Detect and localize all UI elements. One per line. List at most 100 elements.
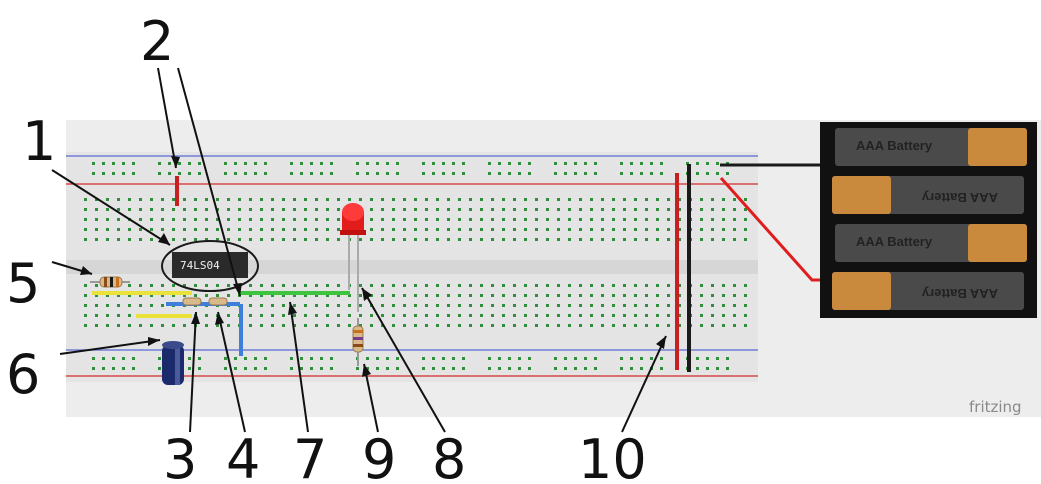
breadboard-hole (656, 238, 659, 241)
breadboard-hole (557, 324, 560, 327)
breadboard-hole (366, 172, 369, 175)
breadboard-hole (227, 294, 230, 297)
breadboard-hole (469, 238, 472, 241)
breadboard-hole (392, 314, 395, 317)
callout-8: 8 (432, 428, 466, 484)
breadboard-hole (117, 238, 120, 241)
breadboard-hole (244, 357, 247, 360)
breadboard-hole (106, 324, 109, 327)
breadboard-hole (315, 304, 318, 307)
breadboard-hole (370, 228, 373, 231)
breadboard-hole (381, 218, 384, 221)
breadboard-hole (645, 314, 648, 317)
arrow-6 (59, 339, 161, 355)
breadboard-hole (234, 172, 237, 175)
breadboard-hole (403, 228, 406, 231)
breadboard-hole (161, 324, 164, 327)
breadboard-hole (315, 294, 318, 297)
breadboard-hole (128, 208, 131, 211)
breadboard-hole (112, 172, 115, 175)
breadboard-hole (744, 228, 747, 231)
breadboard-hole (568, 304, 571, 307)
breadboard-hole (320, 367, 323, 370)
breadboard-hole (139, 208, 142, 211)
breadboard-hole (634, 218, 637, 221)
breadboard-hole (524, 284, 527, 287)
breadboard-hole (95, 304, 98, 307)
breadboard-hole (234, 357, 237, 360)
breadboard-hole (590, 198, 593, 201)
breadboard-hole (601, 228, 604, 231)
breadboard-hole (524, 304, 527, 307)
breadboard-hole (502, 304, 505, 307)
breadboard-hole (282, 304, 285, 307)
breadboard-hole (634, 324, 637, 327)
breadboard-hole (293, 208, 296, 211)
breadboard-hole (579, 208, 582, 211)
breadboard-hole (337, 314, 340, 317)
breadboard-hole (469, 304, 472, 307)
breadboard-hole (102, 357, 105, 360)
breadboard-hole (590, 304, 593, 307)
breadboard-hole (498, 162, 501, 165)
breadboard-hole (667, 238, 670, 241)
breadboard-hole (601, 294, 604, 297)
breadboard-hole (568, 314, 571, 317)
breadboard-hole (359, 324, 362, 327)
breadboard-hole (403, 208, 406, 211)
breadboard-hole (403, 284, 406, 287)
breadboard-hole (348, 314, 351, 317)
breadboard-hole (436, 284, 439, 287)
breadboard-hole (381, 314, 384, 317)
breadboard-hole (271, 304, 274, 307)
breadboard-hole (612, 314, 615, 317)
breadboard-hole (452, 172, 455, 175)
breadboard-hole (84, 238, 87, 241)
breadboard-hole (442, 357, 445, 360)
arrow-1 (51, 169, 171, 246)
breadboard-hole (304, 304, 307, 307)
breadboard-hole (535, 198, 538, 201)
breadboard-hole (249, 228, 252, 231)
breadboard-hole (700, 324, 703, 327)
battery-holder: AAA Battery AAA Battery AAA Battery AAA … (820, 122, 1037, 318)
breadboard-hole (480, 284, 483, 287)
breadboard-hole (535, 284, 538, 287)
breadboard-hole (557, 284, 560, 287)
breadboard-hole (403, 304, 406, 307)
breadboard-hole (630, 172, 633, 175)
breadboard-hole (139, 198, 142, 201)
breadboard-hole (224, 172, 227, 175)
breadboard-hole (122, 357, 125, 360)
breadboard-hole (524, 228, 527, 231)
breadboard-hole (524, 218, 527, 221)
callout-2: 2 (140, 10, 174, 73)
breadboard-hole (370, 218, 373, 221)
breadboard-hole (106, 304, 109, 307)
breadboard-hole (722, 238, 725, 241)
breadboard-hole (392, 218, 395, 221)
breadboard-hole (667, 294, 670, 297)
breadboard-hole (590, 228, 593, 231)
breadboard-hole (392, 198, 395, 201)
breadboard-hole (188, 357, 191, 360)
breadboard-hole (370, 324, 373, 327)
breadboard-hole (260, 284, 263, 287)
breadboard-hole (568, 284, 571, 287)
breadboard-hole (337, 198, 340, 201)
breadboard-hole (315, 228, 318, 231)
breadboard-hole (623, 228, 626, 231)
breadboard-hole (623, 238, 626, 241)
breadboard-hole (518, 172, 521, 175)
breadboard-hole (667, 284, 670, 287)
breadboard-hole (579, 324, 582, 327)
breadboard-hole (271, 314, 274, 317)
breadboard-hole (282, 208, 285, 211)
breadboard-hole (300, 357, 303, 360)
breadboard-hole (161, 218, 164, 221)
breadboard-hole (254, 367, 257, 370)
breadboard-hole (667, 324, 670, 327)
breadboard-hole (183, 228, 186, 231)
breadboard-hole (117, 208, 120, 211)
